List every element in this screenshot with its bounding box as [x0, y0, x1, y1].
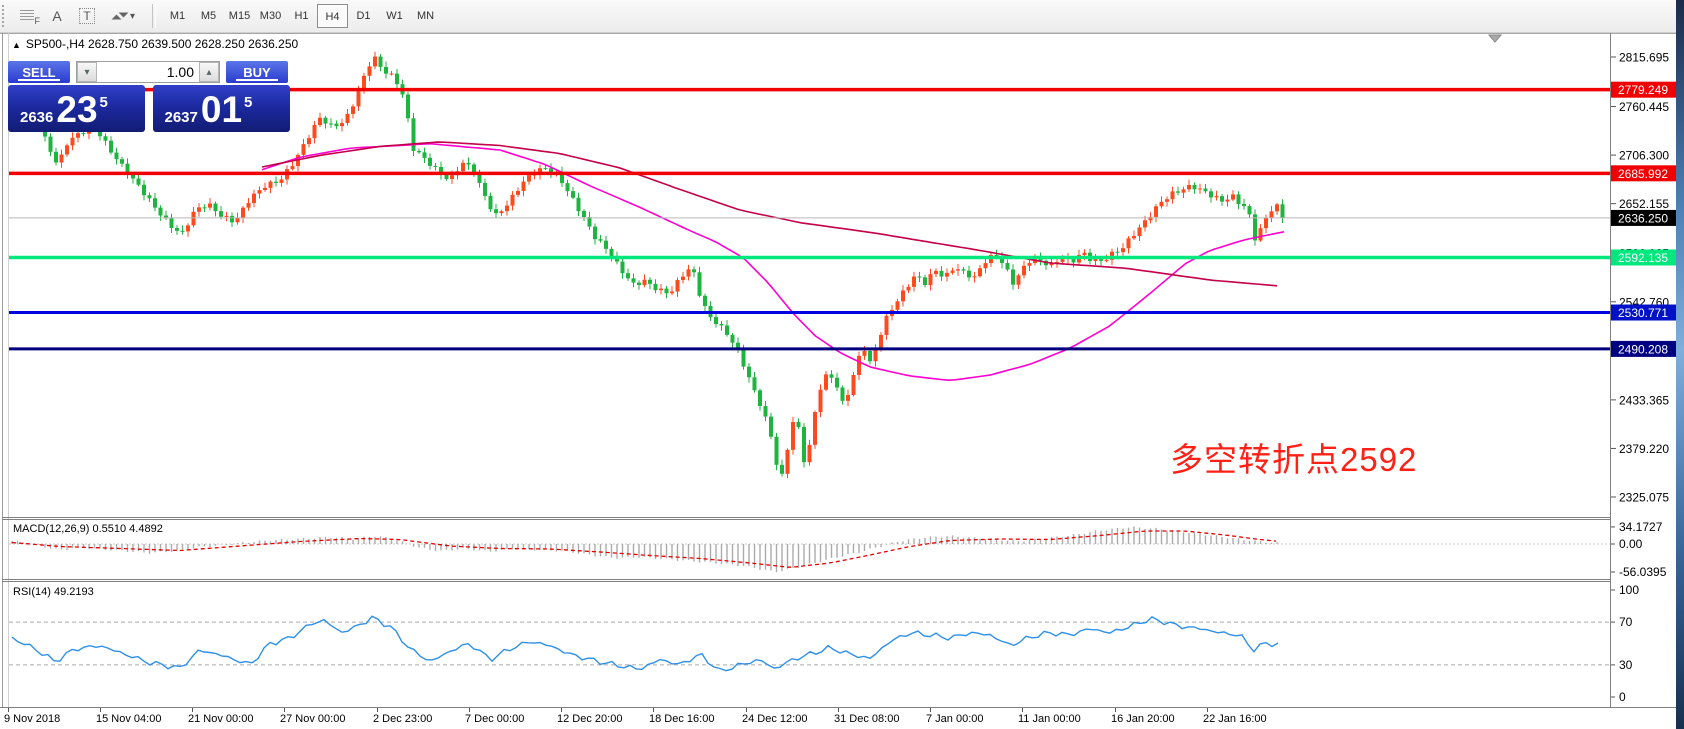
svg-text:15 Nov 04:00: 15 Nov 04:00	[96, 713, 161, 725]
text-tool-icon[interactable]: A	[52, 8, 62, 24]
moving-average-line	[261, 142, 1285, 382]
svg-text:9 Nov 2018: 9 Nov 2018	[4, 713, 60, 725]
svg-text:18 Dec 16:00: 18 Dec 16:00	[649, 713, 714, 725]
svg-text:2685.992: 2685.992	[1618, 167, 1668, 181]
buy-price-panel[interactable]: 2637 01 5	[152, 85, 290, 132]
svg-text:2760.445: 2760.445	[1619, 100, 1669, 114]
timeframe-button-H4[interactable]: H4	[317, 4, 348, 28]
svg-text:2596.985: 2596.985	[1619, 247, 1669, 261]
macd-panel: 34.1727 0.00 -56.0395	[9, 520, 1667, 579]
one-click-trading-panel: SELL ▾ ▴ BUY 2636 23 5 2637 01 5	[8, 61, 290, 132]
timeframe-button-M1[interactable]: M1	[169, 10, 186, 22]
svg-text:2706.300: 2706.300	[1619, 149, 1669, 163]
time-axis: 9 Nov 2018 15 Nov 04:00 21 Nov 00:00 27 Nov…	[4, 708, 1267, 725]
svg-text:2530.771: 2530.771	[1618, 306, 1668, 320]
ohlc-title-text: SP500-,H4 2628.750 2639.500 2628.250 263…	[25, 37, 299, 51]
rsi-panel: 100 70 30 0	[9, 583, 1639, 704]
chart-title: ▲ SP500-,H4 2628.750 2639.500 2628.250 26…	[12, 37, 298, 51]
buy-price-sup: 5	[244, 94, 253, 111]
text-label-tool-icon[interactable]: T	[72, 4, 102, 28]
volume-stepper: ▾ ▴	[76, 61, 220, 83]
svg-text:34.1727: 34.1727	[1619, 520, 1663, 534]
arrow-tools-icon[interactable]: ▾	[102, 4, 146, 28]
toolbar: F A T ▾ M1 M5 M15 M30 H1 H4 D1 W1 MN	[0, 0, 1676, 33]
svg-text:12 Dec 20:00: 12 Dec 20:00	[557, 713, 622, 725]
svg-text:2490.208: 2490.208	[1618, 342, 1668, 356]
svg-text:2652.155: 2652.155	[1619, 197, 1669, 211]
timeframe-button-MN[interactable]: MN	[416, 10, 435, 22]
svg-text:2779.249: 2779.249	[1618, 83, 1668, 97]
svg-text:7 Jan 00:00: 7 Jan 00:00	[926, 713, 984, 725]
svg-text:22 Jan 16:00: 22 Jan 16:00	[1203, 713, 1267, 725]
svg-text:70: 70	[1619, 615, 1633, 629]
timeframe-button-H1[interactable]: H1	[294, 10, 309, 22]
timeframe-group: M1 M5 M15 M30 H1 H4 D1 W1 MN	[162, 4, 441, 28]
sell-price-sup: 5	[99, 94, 108, 111]
svg-text:7 Dec 00:00: 7 Dec 00:00	[465, 713, 524, 725]
panel-borders	[0, 33, 1676, 708]
svg-text:30: 30	[1619, 658, 1633, 672]
toolbar-separator	[152, 4, 156, 28]
fibonacci-retracement-icon[interactable]: F	[12, 4, 42, 28]
timeframe-button-W1[interactable]: W1	[386, 10, 403, 22]
svg-text:11 Jan 00:00: 11 Jan 00:00	[1018, 713, 1081, 725]
sell-price-prefix: 2636	[20, 109, 54, 126]
sell-price-panel[interactable]: 2636 23 5	[8, 85, 145, 132]
moving-average-line	[261, 141, 1278, 287]
volume-increase-button[interactable]: ▴	[199, 62, 219, 82]
svg-text:2 Dec 23:00: 2 Dec 23:00	[373, 713, 432, 725]
price-axis: 2815.695 2760.445 2706.300 2652.155 2596.985…	[1610, 51, 1676, 504]
svg-text:2379.220: 2379.220	[1619, 442, 1669, 456]
toolbar-grip[interactable]	[2, 5, 12, 27]
svg-text:2636.250: 2636.250	[1618, 211, 1668, 225]
svg-text:0.00: 0.00	[1619, 537, 1643, 551]
timeframe-button-M5[interactable]: M5	[200, 10, 217, 22]
sell-price-big: 23	[56, 89, 98, 130]
svg-text:2325.075: 2325.075	[1619, 490, 1669, 504]
macd-indicator-label: MACD(12,26,9) 0.5510 4.4892	[13, 523, 163, 535]
buy-price-big: 01	[200, 89, 243, 130]
timeframe-button-M30[interactable]: M30	[259, 10, 282, 22]
svg-text:2815.695: 2815.695	[1619, 51, 1669, 65]
collapse-arrow-icon[interactable]: ▲	[12, 40, 21, 50]
window-edge	[1676, 0, 1684, 729]
svg-text:16 Jan 20:00: 16 Jan 20:00	[1111, 713, 1175, 725]
volume-input[interactable]	[97, 62, 199, 82]
buy-price-prefix: 2637	[164, 109, 198, 126]
svg-text:2433.365: 2433.365	[1619, 393, 1669, 407]
scroll-to-end-marker	[1487, 34, 1503, 43]
volume-decrease-button[interactable]: ▾	[77, 62, 97, 82]
chevron-down-icon[interactable]: ▾	[129, 10, 136, 22]
timeframe-button-D1[interactable]: D1	[356, 10, 371, 22]
svg-text:2592.135: 2592.135	[1618, 251, 1668, 265]
timeframe-button-M15[interactable]: M15	[228, 10, 251, 22]
svg-text:0: 0	[1619, 690, 1626, 704]
svg-text:-56.0395: -56.0395	[1619, 565, 1667, 579]
svg-text:2542.760: 2542.760	[1619, 295, 1669, 309]
buy-button[interactable]: BUY	[226, 61, 288, 83]
svg-text:100: 100	[1619, 583, 1639, 597]
svg-text:31 Dec 08:00: 31 Dec 08:00	[834, 713, 899, 725]
svg-text:24 Dec 12:00: 24 Dec 12:00	[742, 713, 807, 725]
sell-button[interactable]: SELL	[8, 61, 70, 83]
rsi-indicator-label: RSI(14) 49.2193	[13, 586, 94, 598]
svg-text:27 Nov 00:00: 27 Nov 00:00	[280, 713, 345, 725]
chart-annotation-text: 多空转折点2592	[1170, 441, 1418, 478]
svg-text:21 Nov 00:00: 21 Nov 00:00	[188, 713, 253, 725]
